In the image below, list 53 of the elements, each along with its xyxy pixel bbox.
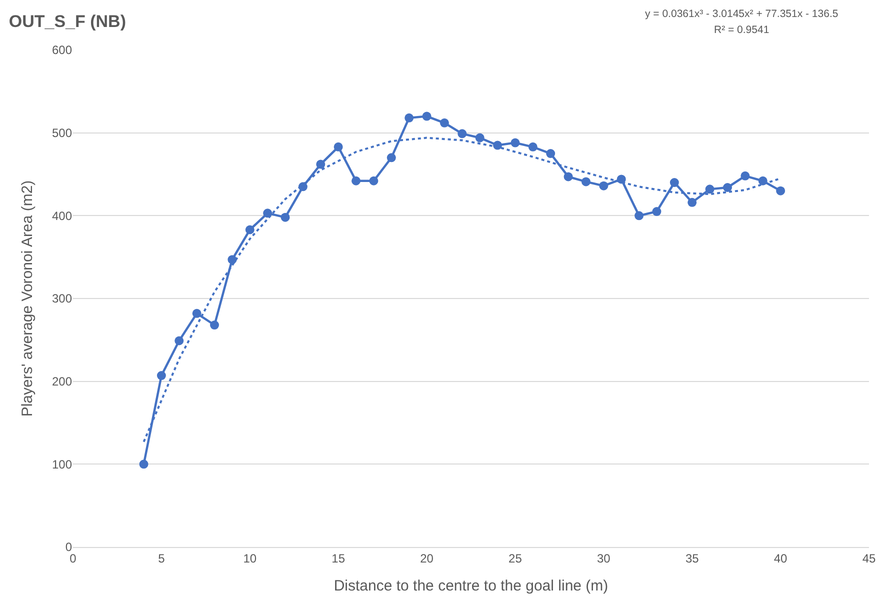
- point: [352, 176, 361, 186]
- point: [564, 172, 573, 182]
- point: [581, 177, 590, 186]
- point: [263, 208, 272, 218]
- point: [722, 183, 732, 192]
- point: [316, 160, 326, 169]
- point: [369, 176, 378, 186]
- point: [528, 142, 538, 152]
- point: [404, 113, 414, 122]
- point: [599, 181, 608, 190]
- text: y = 0.0361x³ - 3.0145x² + 77.351x - 136.5: [645, 8, 838, 20]
- x-tick-label: 40: [774, 551, 788, 566]
- y-tick-label: 400: [52, 208, 72, 223]
- y-tick-label: 200: [52, 374, 72, 389]
- point: [510, 138, 520, 148]
- point: [688, 198, 697, 207]
- x-tick-label: 30: [596, 551, 611, 566]
- y-tick-label: 0: [65, 540, 72, 554]
- point: [334, 142, 343, 152]
- x-tick-label: 25: [508, 551, 522, 566]
- x-tick-label: 15: [332, 551, 346, 566]
- y-tick-label: 300: [52, 292, 72, 306]
- point: [386, 153, 396, 162]
- point: [546, 149, 556, 158]
- x-tick-label: 20: [420, 551, 434, 566]
- point: [139, 460, 148, 469]
- point: [440, 118, 449, 128]
- x-tick-label: 35: [685, 551, 700, 566]
- point: [705, 184, 714, 194]
- y-tick-label: 100: [52, 457, 72, 472]
- point: [245, 225, 254, 234]
- x-axis-title: Distance to the centre to the goal line (m): [334, 577, 608, 594]
- point: [156, 371, 166, 380]
- point: [740, 171, 750, 180]
- x-tick-label: 5: [158, 551, 166, 566]
- point: [422, 112, 432, 121]
- x-tick-label: 45: [862, 551, 876, 566]
- point: [458, 129, 467, 138]
- point: [475, 133, 484, 142]
- y-tick-label: 500: [52, 126, 72, 140]
- point: [174, 336, 184, 346]
- text: R² = 0.9541: [714, 24, 770, 36]
- x-tick-label: 10: [243, 551, 257, 566]
- point: [280, 212, 290, 222]
- chart-title: OUT_S_F (NB): [8, 12, 126, 32]
- point: [776, 186, 786, 196]
- point: [210, 320, 220, 330]
- point: [192, 308, 202, 318]
- point: [652, 207, 662, 216]
- y-axis-title: Players' average Voronoi Area (m2): [19, 180, 36, 417]
- y-tick-label: 600: [52, 43, 72, 58]
- point: [670, 178, 679, 188]
- point: [634, 211, 644, 220]
